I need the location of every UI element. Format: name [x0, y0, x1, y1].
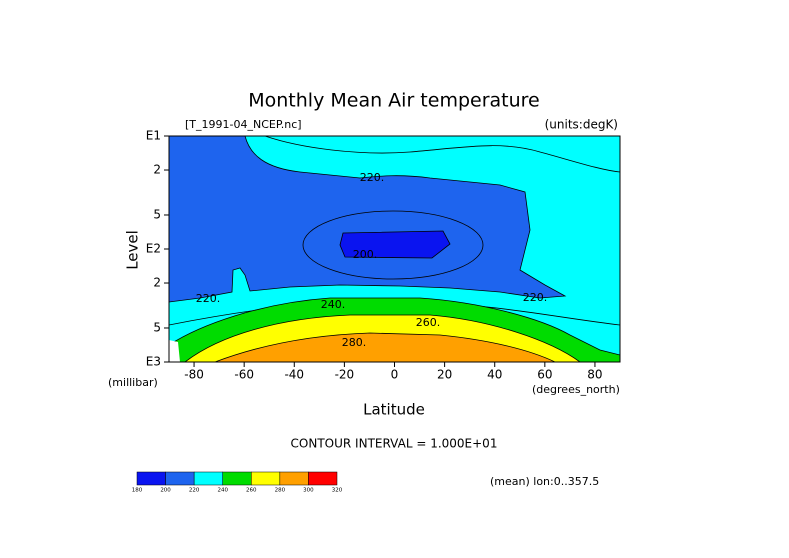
contour-label: 260. [416, 316, 441, 329]
x-tick-label: -40 [284, 368, 304, 382]
x-unit: (degrees_north) [532, 383, 620, 396]
colorbar-box [279, 471, 309, 486]
y-tick-label: E1 [146, 129, 161, 143]
contour-label: 220. [360, 171, 385, 184]
contour-band [339, 230, 451, 259]
colorbar-box [308, 471, 338, 486]
colorbar-label: 320 [332, 488, 343, 494]
colorbar: 180 200 220 240 260 280 300 320 [132, 471, 343, 494]
file-label: [T_1991-04_NCEP.nc] [185, 118, 302, 131]
contour-label: 200. [353, 248, 378, 261]
colorbar-label: 220 [189, 488, 200, 494]
colorbar-label: 260 [246, 488, 257, 494]
x-tick-label: -60 [234, 368, 254, 382]
annotation: (mean) lon:0..357.5 [490, 475, 599, 488]
contour-band [214, 332, 556, 362]
plot-area: 220. 200. 220. 240. 260. 280. 220. [169, 136, 620, 362]
colorbar-label: 180 [132, 488, 143, 494]
contour-interval: CONTOUR INTERVAL = 1.000E+01 [291, 437, 498, 451]
x-tick-label: 40 [487, 368, 502, 382]
y-axis-title: Level [124, 230, 142, 270]
colorbar-box [251, 471, 281, 486]
contour-line [264, 136, 620, 173]
y-tick-label: 5 [153, 320, 161, 334]
missing-data [169, 340, 180, 362]
contour-line [302, 210, 484, 280]
y-tick-label: 2 [153, 163, 161, 177]
contour-band [169, 136, 567, 303]
x-tick-label: 0 [391, 368, 399, 382]
colorbar-box [222, 471, 252, 486]
contour-label: 220. [196, 292, 221, 305]
x-tick-label: -80 [184, 368, 204, 382]
x-tick-label: 20 [437, 368, 452, 382]
x-tick-label: 60 [537, 368, 552, 382]
x-axis-title: Latitude [363, 401, 425, 419]
chart-title: Monthly Mean Air temperature [248, 90, 539, 112]
colorbar-box [136, 471, 166, 486]
colorbar-label: 280 [275, 488, 286, 494]
colorbar-label: 300 [303, 488, 314, 494]
contour-label: 280. [342, 336, 367, 349]
colorbar-label: 240 [217, 488, 228, 494]
y-tick-label: E3 [146, 355, 161, 369]
y-tick-label: E2 [146, 242, 161, 256]
x-tick-label: 80 [587, 368, 602, 382]
colorbar-label: 200 [160, 488, 171, 494]
contour-label: 220. [523, 291, 548, 304]
colorbar-box [165, 471, 195, 486]
y-tick-label: 2 [153, 276, 161, 290]
x-tick-label: -20 [335, 368, 355, 382]
units-label: (units:degK) [545, 118, 618, 132]
y-unit: (millibar) [108, 376, 158, 389]
contour-label: 240. [321, 298, 346, 311]
colorbar-box [193, 471, 223, 486]
y-tick-label: 5 [153, 207, 161, 221]
